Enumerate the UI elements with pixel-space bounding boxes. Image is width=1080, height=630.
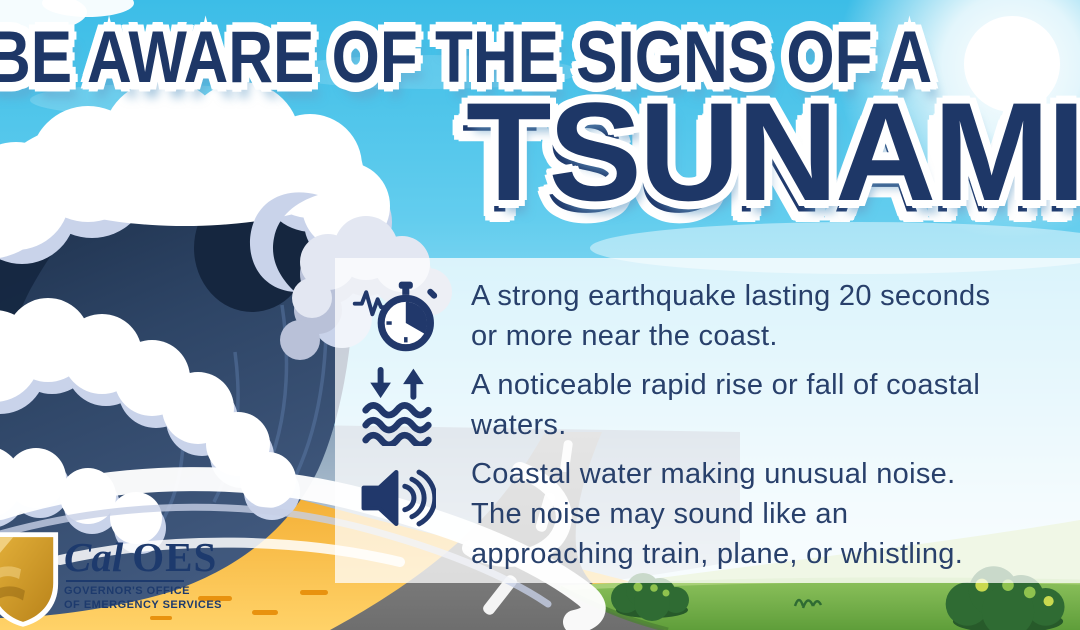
headline-line1-text: BE AWARE OF THE SIGNS OF A bbox=[0, 17, 933, 99]
sign-row-rise-fall: A noticeable rapid rise or fall of coast… bbox=[349, 364, 1062, 446]
headline-line2-shadow: TSUNAMI bbox=[453, 89, 1080, 246]
logo-subtitle-line2: OF EMERGENCY SERVICES bbox=[64, 598, 223, 611]
cal-oes-shield bbox=[0, 532, 59, 627]
headline-line2-text: TSUNAMI bbox=[466, 73, 1080, 230]
logo-subtitle-line1: GOVERNOR'S OFFICE bbox=[64, 585, 191, 597]
sign-row-earthquake: A strong earthquake lasting 20 seconds o… bbox=[349, 272, 1062, 360]
sun bbox=[837, 0, 1080, 239]
water-rise-fall-icon bbox=[349, 364, 445, 446]
headline-line1: BE AWARE OF THE SIGNS OF A BE AWARE OF T… bbox=[0, 15, 938, 101]
sign-text-rise-fall: A noticeable rapid rise or fall of coast… bbox=[471, 369, 981, 441]
noise-speaker-icon bbox=[349, 464, 445, 532]
headline-line2: TSUNAMI TSUNAMI TSUNAMI bbox=[453, 73, 1080, 242]
sign-text-earthquake: A strong earthquake lasting 20 seconds o… bbox=[471, 280, 991, 352]
bush-left bbox=[611, 573, 689, 621]
headline-line2-outline: TSUNAMI bbox=[461, 73, 1080, 230]
earthquake-stopwatch-icon bbox=[349, 272, 445, 360]
cal-wordmark: Cal bbox=[64, 534, 124, 580]
signs-panel: A strong earthquake lasting 20 seconds o… bbox=[335, 258, 1080, 583]
oes-wordmark: OES bbox=[132, 534, 218, 580]
sign-text-noise: Coastal water making unusual noise. The … bbox=[471, 458, 964, 570]
wave-foam bbox=[0, 80, 390, 544]
headline-line1-outline: BE AWARE OF THE SIGNS OF A bbox=[0, 15, 938, 101]
cal-oes-wordmark: Cal OES bbox=[64, 536, 222, 578]
cal-oes-logo: Cal OES GOVERNOR'S OFFICE OF EMERGENCY SE… bbox=[0, 532, 260, 628]
logo-divider bbox=[66, 580, 184, 582]
sign-row-noise: Coastal water making unusual noise. The … bbox=[349, 454, 1062, 574]
wave-curl bbox=[249, 192, 318, 292]
cal-oes-logo-text: Cal OES GOVERNOR'S OFFICE OF EMERGENCY SE… bbox=[64, 536, 222, 612]
